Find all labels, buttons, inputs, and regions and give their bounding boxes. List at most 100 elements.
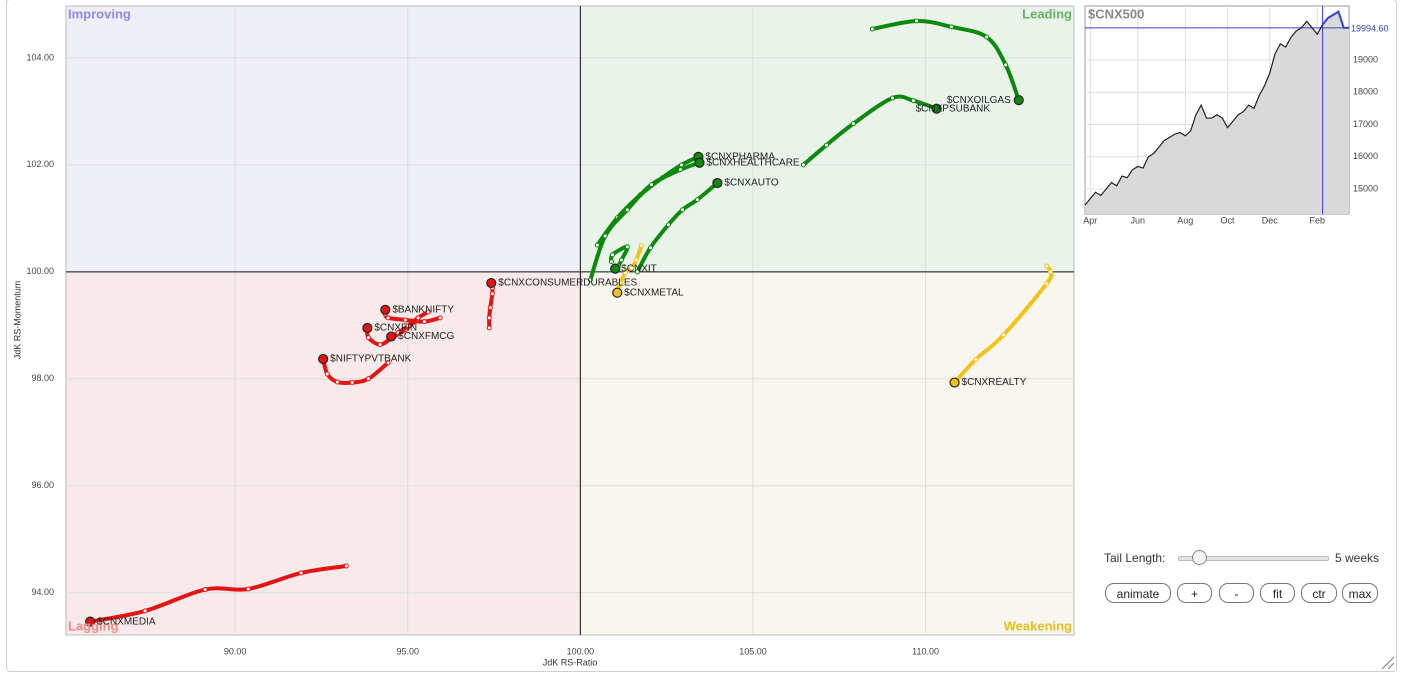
tail-point — [594, 242, 600, 248]
tail-point — [334, 379, 340, 385]
tail-point — [622, 270, 628, 276]
head-point — [85, 616, 96, 627]
x-tick-label: Oct — [1221, 215, 1236, 225]
tail-point — [486, 325, 492, 331]
quadrant-label: Lagging — [68, 618, 119, 633]
series-label: $CNXIT — [621, 263, 657, 274]
tail-point — [202, 587, 208, 593]
tail-point — [680, 207, 686, 213]
series-label: $CNXCONSUMERDURABLES — [498, 278, 637, 289]
tail-point — [425, 309, 431, 315]
price-line — [1084, 20, 1324, 206]
tail-point — [245, 586, 251, 592]
zoom-out-button[interactable]: - — [1219, 583, 1254, 603]
tail-point — [617, 280, 623, 286]
x-tick-label: Dec — [1262, 215, 1279, 225]
tail-point — [850, 121, 856, 127]
y-tick-label: 94.00 — [31, 587, 54, 597]
x-tick-label: Apr — [1083, 215, 1097, 225]
tail-point — [1003, 62, 1009, 68]
tail-point — [1044, 263, 1050, 269]
series-label: $CNXAUTO — [724, 178, 778, 189]
max-button[interactable]: max — [1342, 583, 1378, 603]
y-tick-label: 18000 — [1353, 87, 1378, 97]
tail-point — [1044, 281, 1050, 287]
tail-point — [624, 207, 630, 213]
tail-point — [889, 95, 895, 101]
tail-point — [800, 162, 806, 168]
tail-point — [618, 257, 624, 263]
y-tick-label: 19000 — [1353, 54, 1378, 64]
quadrant — [66, 6, 581, 272]
tail-point — [910, 98, 916, 104]
tail-point — [298, 570, 304, 576]
head-point — [318, 353, 329, 365]
tail-point — [694, 197, 700, 203]
x-tick-label: Feb — [1310, 215, 1326, 225]
quadrant-label: Leading — [1022, 6, 1072, 21]
tail-point — [984, 34, 990, 40]
series-label: $CNXFMCG — [398, 331, 454, 342]
head-point — [486, 277, 497, 289]
x-tick-label: 105.00 — [739, 646, 767, 656]
tail-point — [677, 167, 683, 173]
tail-point — [633, 257, 639, 263]
tail — [870, 18, 1021, 103]
tail-point — [415, 315, 421, 321]
price-line-recent — [1321, 10, 1350, 29]
head-point — [949, 377, 960, 388]
tail-point — [421, 319, 427, 325]
tail-point — [142, 608, 148, 614]
y-tick-label: 100.00 — [26, 266, 54, 276]
head-point — [712, 177, 723, 189]
tail-point — [395, 330, 401, 336]
head-point — [380, 304, 391, 315]
quadrant — [66, 271, 581, 635]
head-point — [931, 103, 942, 114]
tail — [88, 564, 349, 624]
series-label: $CNXMETAL — [624, 287, 684, 298]
center-button[interactable]: ctr — [1301, 583, 1337, 603]
tail-point — [634, 269, 640, 275]
tail-point — [365, 376, 371, 382]
head-point — [610, 263, 621, 274]
tail-point — [487, 305, 493, 311]
series-label: $CNXPSUBANK — [916, 103, 991, 114]
y-axis-label: JdK RS-Momentum — [12, 281, 22, 360]
tail-point — [647, 245, 653, 251]
tail-point — [679, 162, 685, 168]
y-tick-label: 102.00 — [26, 159, 54, 169]
tail-point — [628, 265, 634, 271]
head-point — [386, 331, 397, 342]
tail-length-label: Tail Length: — [1104, 551, 1166, 565]
tail-point — [609, 252, 615, 258]
series-label: $BANKNIFTY — [392, 304, 454, 315]
tail-point — [973, 357, 979, 363]
tail-point — [377, 342, 383, 348]
tail-point — [648, 182, 654, 188]
series-label: $CNXMEDIA — [97, 616, 156, 627]
x-tick-label: 95.00 — [396, 646, 419, 656]
series-label: $NIFTYPVTBANK — [330, 354, 411, 365]
series-label: $CNXHEALTHCARE — [706, 157, 799, 168]
fit-button[interactable]: fit — [1260, 583, 1295, 603]
panel-frame — [6, 0, 1397, 672]
tail-length-value: 5 weeks — [1335, 551, 1380, 565]
tail-slider[interactable] — [1178, 556, 1329, 561]
tail-point — [823, 142, 829, 148]
x-tick-label: Aug — [1177, 215, 1193, 225]
tail-point — [349, 380, 355, 386]
tail-slider-knob[interactable] — [1192, 550, 1207, 565]
tail-point — [437, 315, 443, 321]
zoom-in-button[interactable]: + — [1177, 583, 1212, 603]
y-tick-label: 16000 — [1353, 151, 1378, 161]
head-point — [694, 157, 705, 168]
animate-button[interactable]: animate — [1105, 583, 1171, 603]
resize-handle — [1381, 656, 1395, 670]
x-tick-label: 110.00 — [912, 646, 939, 656]
head-point — [612, 287, 623, 298]
y-tick-label: 17000 — [1353, 119, 1378, 129]
head-point — [1013, 95, 1024, 106]
